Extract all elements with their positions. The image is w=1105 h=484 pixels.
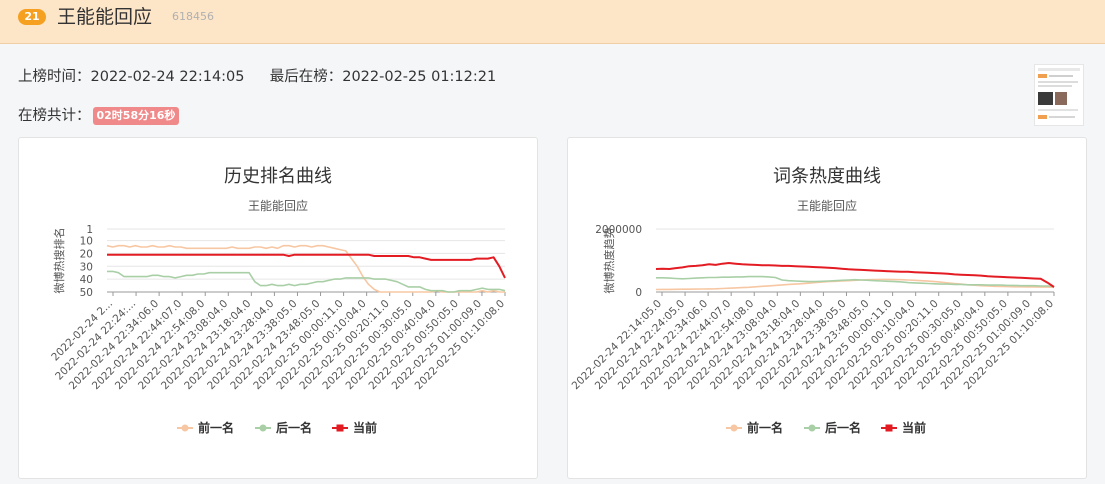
topic-title[interactable]: 王能能回应 [57,6,153,28]
total-info: 在榜共计： 02时58分16秒 [18,106,180,126]
legend-label: 后一名 [825,420,861,435]
y-axis-label: 微博热度趋势 [602,228,616,294]
chart-title: 历史排名曲线 [224,166,332,187]
legend-marker [181,424,189,432]
legend-marker [730,424,738,432]
series-line [107,270,506,293]
rank-badge: 21 [18,9,46,25]
heat-chart-panel: 词条热度曲线 王能能回应 微博热度趋势 2000000 0 2022-02-24 22:1… [567,137,1087,479]
on-board-label: 上榜时间： [18,69,91,85]
weibo-post-thumbnail-icon[interactable] [1034,64,1084,126]
y-tick-label: 2000000 [595,224,642,236]
legend-marker [259,424,267,432]
legend-label: 后一名 [276,420,312,435]
chart-subtitle: 王能能回应 [797,198,857,213]
legend-label: 当前 [902,420,926,435]
legend-label: 当前 [353,420,377,435]
y-tick-label: 50 [80,287,93,299]
y-axis-label: 微博热搜排名 [52,228,66,294]
y-tick-label: 30 [80,261,93,273]
series-line [655,262,1055,288]
y-tick-label: 10 [80,236,93,248]
thumbnail-image [1038,68,1080,119]
y-tick-label: 1 [86,224,93,236]
legend-marker [885,424,893,432]
topic-header: 21 王能能回应 618456 [0,0,1105,44]
duration-badge: 02时58分16秒 [92,107,180,125]
legend-marker [808,424,816,432]
time-info: 上榜时间：2022-02-24 22:14:05 最后在榜：2022-02-25… [18,67,496,87]
chart-subtitle: 王能能回应 [248,198,308,213]
last-on-board-time: 2022-02-25 01:12:21 [342,69,497,85]
last-on-board-label: 最后在榜： [269,69,343,85]
on-board-time: 2022-02-24 22:14:05 [90,69,245,85]
series-line [107,253,506,279]
y-tick-label: 20 [80,248,93,260]
rank-chart-panel: 历史排名曲线 王能能回应 微博热搜排名 1 10 20 30 40 50 2022-02-24 2… [18,137,538,479]
total-label: 在榜共计： [18,108,91,124]
series-line [656,275,1055,288]
y-tick-label: 0 [635,287,642,299]
chart-title: 词条热度曲线 [773,166,881,187]
legend-label: 前一名 [747,420,783,435]
legend-marker [336,424,344,432]
topic-id: 618456 [172,10,214,23]
legend-label: 前一名 [198,420,234,435]
y-tick-label: 40 [80,274,93,286]
